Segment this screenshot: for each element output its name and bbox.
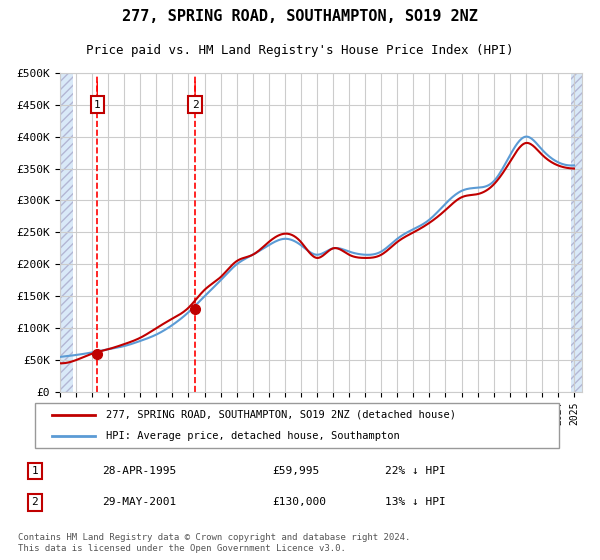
Text: 1: 1 xyxy=(32,466,38,476)
Text: Contains HM Land Registry data © Crown copyright and database right 2024.
This d: Contains HM Land Registry data © Crown c… xyxy=(18,533,410,553)
Bar xyxy=(60,73,73,392)
Text: £130,000: £130,000 xyxy=(272,497,326,507)
Text: 13% ↓ HPI: 13% ↓ HPI xyxy=(385,497,445,507)
Text: 277, SPRING ROAD, SOUTHAMPTON, SO19 2NZ: 277, SPRING ROAD, SOUTHAMPTON, SO19 2NZ xyxy=(122,10,478,24)
Text: 2: 2 xyxy=(192,100,199,110)
Text: 28-APR-1995: 28-APR-1995 xyxy=(103,466,177,476)
Text: 277, SPRING ROAD, SOUTHAMPTON, SO19 2NZ (detached house): 277, SPRING ROAD, SOUTHAMPTON, SO19 2NZ … xyxy=(106,409,455,419)
Text: Price paid vs. HM Land Registry's House Price Index (HPI): Price paid vs. HM Land Registry's House … xyxy=(86,44,514,57)
Text: HPI: Average price, detached house, Southampton: HPI: Average price, detached house, Sout… xyxy=(106,431,400,441)
Text: 22% ↓ HPI: 22% ↓ HPI xyxy=(385,466,445,476)
FancyBboxPatch shape xyxy=(35,403,559,448)
Text: £59,995: £59,995 xyxy=(272,466,319,476)
Text: 2: 2 xyxy=(32,497,38,507)
Bar xyxy=(571,73,582,392)
Text: 29-MAY-2001: 29-MAY-2001 xyxy=(103,497,177,507)
Text: 1: 1 xyxy=(94,100,101,110)
